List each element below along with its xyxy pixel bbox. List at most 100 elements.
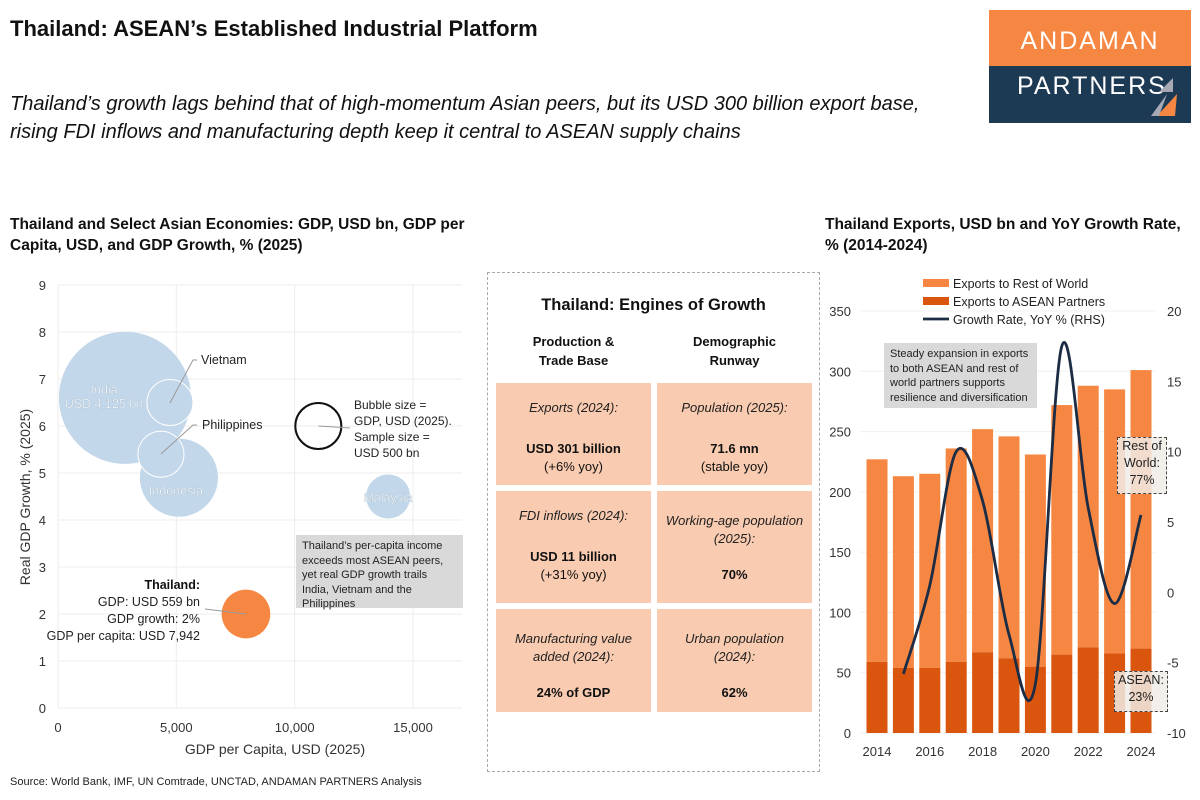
bar-rest-of-world [866, 459, 888, 662]
growth-rate-line [902, 341, 1143, 702]
y-axis-label: Real GDP Growth, % (2025) [17, 409, 33, 585]
bubble-india [58, 331, 192, 464]
size-legend-text: Sample size = [354, 430, 430, 444]
metric-label: FDI inflows (2024): [518, 508, 629, 523]
y2-tick-label: -10 [1167, 726, 1186, 741]
thailand-label-line: GDP per capita: USD 7,942 [47, 629, 200, 643]
bubble-label-indonesia: Indonesia [149, 484, 203, 498]
metric-change: (+31% yoy) [540, 567, 607, 582]
metric-cell: Population (2025): 71.6 mn (stable yoy) [657, 383, 812, 485]
bar-asean [998, 658, 1020, 733]
size-legend-text: Bubble size = [354, 398, 426, 412]
bubble-label-india-gdp: USD 4,125 bn [65, 397, 144, 411]
y2-tick-label: -5 [1167, 656, 1179, 671]
x-tick-label: 0 [54, 720, 61, 735]
bar-asean [1024, 666, 1046, 733]
bar-asean [1077, 647, 1099, 733]
metric-label: Exports (2024): [529, 400, 618, 415]
leader-line [318, 425, 351, 429]
leader-line [204, 608, 247, 615]
asean-share-line: ASEAN: [1118, 673, 1164, 687]
bubble-chart-title: Thailand and Select Asian Economies: GDP… [10, 216, 465, 254]
bubble-label-philippines: Philippines [202, 418, 262, 432]
bar-rest-of-world [1024, 454, 1046, 667]
asean-share-label: ASEAN: 23% [1114, 671, 1168, 712]
metric-label: Population (2025): [681, 400, 788, 415]
metric-value: 62% [721, 685, 748, 700]
bubble-malaysia [366, 474, 411, 519]
x-tick-label: 2014 [863, 744, 892, 759]
y2-tick-label: 10 [1167, 445, 1181, 460]
metric-cell: Manufacturing value added (2024): 24% of… [496, 609, 651, 712]
bubble-label-india: India [90, 383, 117, 397]
metric-cell: FDI inflows (2024): USD 11 billion (+31%… [496, 491, 651, 603]
y-tick-label: 100 [829, 605, 851, 620]
page-title: Thailand: ASEAN’s Established Industrial… [10, 16, 538, 41]
y-tick-label: 3 [39, 560, 46, 575]
y-tick-label: 150 [829, 545, 851, 560]
x-tick-label: 5,000 [160, 720, 193, 735]
logo-line2: PARTNERS [989, 66, 1191, 123]
metric-value: 71.6 mn [710, 441, 759, 456]
x-axis-label: GDP per Capita, USD (2025) [185, 741, 365, 757]
bar-rest-of-world [1077, 385, 1099, 648]
metric-value: 70% [721, 567, 748, 582]
size-legend-bubble [294, 402, 343, 450]
y-tick-label: 8 [39, 325, 46, 340]
bar-asean [972, 652, 994, 733]
exports-chart-title: Thailand Exports, USD bn and YoY Growth … [825, 216, 1181, 254]
metric-cell: Working-age population (2025): 70% [657, 491, 812, 603]
column-header-line: Runway [709, 353, 760, 368]
bar-rest-of-world [1051, 405, 1073, 655]
bar-rest-of-world [1130, 370, 1152, 649]
bar-asean [919, 667, 941, 733]
panel-title: Thailand: Engines of Growth [541, 296, 766, 314]
metric-label: Working-age population (2025): [665, 513, 804, 546]
rest-share-line: World: [1124, 456, 1160, 470]
x-tick-label: 2024 [1127, 744, 1156, 759]
column-header-production: Production & Trade Base [496, 332, 651, 370]
x-tick-label: 2016 [915, 744, 944, 759]
bar-rest-of-world [1104, 389, 1126, 654]
rest-share-label: Rest of World: 77% [1117, 437, 1167, 494]
rest-share-value: 77% [1129, 473, 1155, 487]
bubble-label-vietnam: Vietnam [201, 353, 247, 367]
column-header-line: Production & [532, 334, 615, 349]
asean-share-value: 23% [1128, 690, 1154, 704]
y-tick-label: 5 [39, 466, 46, 481]
legend-label: Exports to ASEAN Partners [953, 295, 1105, 309]
rest-share-line: Rest of [1122, 439, 1162, 453]
metric-label: Manufacturing value added (2024): [514, 631, 633, 664]
x-tick-label: 10,000 [275, 720, 315, 735]
column-header-demographic: Demographic Runway [657, 332, 812, 370]
column-header-line: Trade Base [538, 353, 609, 368]
y-tick-label: 50 [837, 666, 851, 681]
column-header-line: Demographic [692, 334, 777, 349]
logo-line1: ANDAMAN [989, 10, 1191, 66]
legend-swatch [923, 279, 949, 287]
y-tick-label: 2 [39, 607, 46, 622]
y-tick-label: 250 [829, 425, 851, 440]
size-legend-text: GDP, USD (2025). [354, 414, 452, 428]
y-tick-label: 200 [829, 485, 851, 500]
bubble-philippines [137, 430, 185, 478]
y-tick-label: 9 [39, 278, 46, 293]
logo-sail-icon [1151, 78, 1177, 116]
x-tick-label: 15,000 [393, 720, 433, 735]
bar-asean [892, 667, 914, 733]
metric-cell: Exports (2024): USD 301 billion (+6% yoy… [496, 383, 651, 485]
source-note: Source: World Bank, IMF, UN Comtrade, UN… [10, 776, 422, 788]
bar-asean [866, 661, 888, 733]
x-tick-label: 2018 [968, 744, 997, 759]
bar-rest-of-world [945, 448, 967, 662]
page-subtitle: Thailand’s growth lags behind that of hi… [10, 93, 920, 143]
metric-cell: Urban population (2024): 62% [657, 609, 812, 712]
x-tick-label: 2022 [1074, 744, 1103, 759]
x-tick-label: 2020 [1021, 744, 1050, 759]
size-legend-text: USD 500 bn [354, 446, 419, 460]
leader-line [160, 424, 197, 455]
thailand-label-line: GDP: USD 559 bn [98, 595, 200, 609]
y-tick-label: 0 [844, 726, 851, 741]
